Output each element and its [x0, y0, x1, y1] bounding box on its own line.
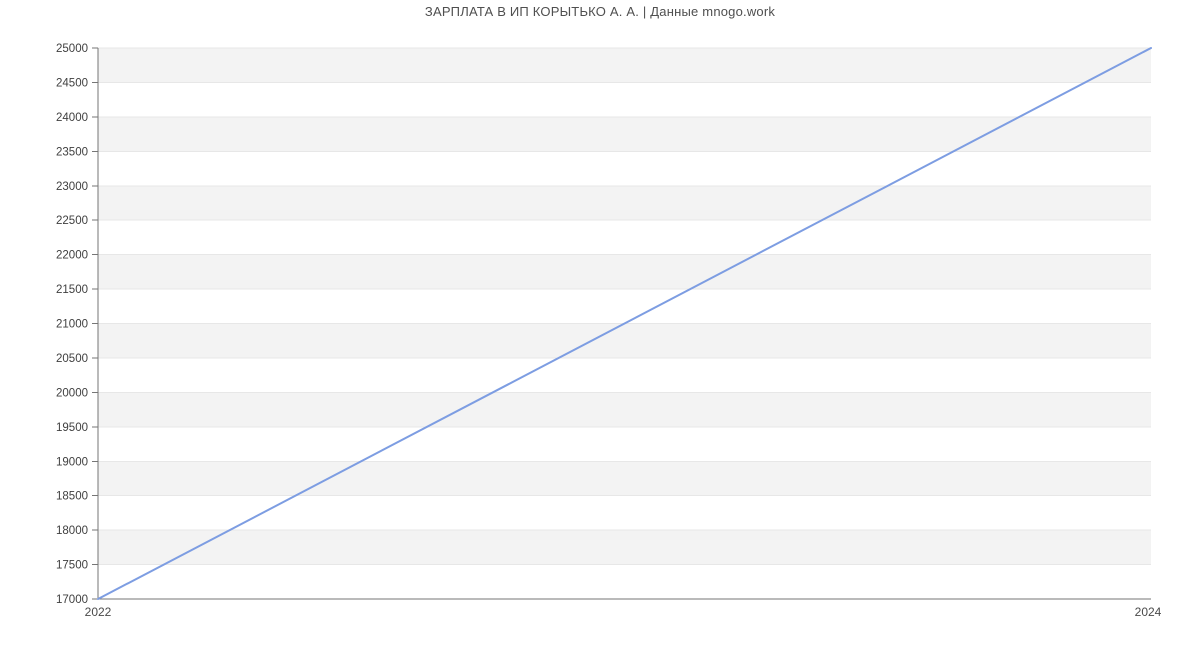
y-tick-label: 19500 [56, 422, 88, 434]
y-tick-label: 25000 [56, 43, 88, 55]
y-tick-label: 19000 [56, 456, 88, 468]
plot-band [98, 48, 1151, 83]
plot-band [98, 116, 1151, 152]
plot-band [98, 392, 1151, 427]
x-tick-label: 2022 [85, 605, 112, 619]
y-tick-label: 23000 [56, 181, 88, 193]
y-tick-label: 18000 [56, 525, 88, 537]
x-tick-label: 2024 [1135, 605, 1162, 619]
plot-band [98, 530, 1151, 565]
y-tick-label: 18500 [56, 491, 88, 503]
y-tick-label: 17000 [56, 594, 88, 606]
y-tick-label: 24000 [56, 112, 88, 124]
y-tick-label: 20500 [56, 353, 88, 365]
y-tick-label: 20000 [56, 387, 88, 399]
chart-title: ЗАРПЛАТА В ИП КОРЫТЬКО А. А. | Данные mn… [424, 4, 776, 19]
salary-series-line [97, 47, 1152, 600]
y-tick-label: 23500 [56, 146, 88, 158]
plot-band [98, 254, 1151, 290]
y-tick-label: 17500 [56, 560, 88, 572]
y-tick-label: 21500 [56, 284, 88, 296]
y-tick-label: 22000 [56, 250, 88, 262]
plot-band [98, 461, 1151, 496]
y-tick-label: 21000 [56, 319, 88, 331]
plot-band [98, 323, 1151, 358]
y-tick-label: 22500 [56, 215, 88, 227]
y-tick-label: 24500 [56, 77, 88, 89]
plot-band [98, 185, 1151, 221]
